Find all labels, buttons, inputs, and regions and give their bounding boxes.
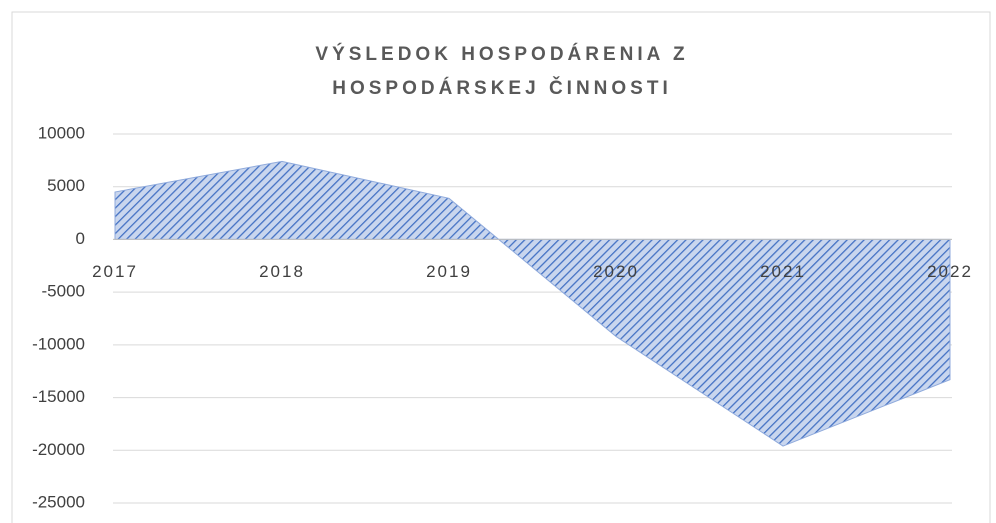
y-tick-label: -25000 (32, 492, 85, 511)
y-tick-label: -10000 (32, 334, 85, 353)
x-tick-label: 2020 (593, 262, 639, 281)
y-tick-label: -20000 (32, 440, 85, 459)
y-tick-label: -15000 (32, 387, 85, 406)
y-tick-label: 5000 (47, 176, 85, 195)
x-tick-label: 2018 (259, 262, 305, 281)
y-tick-label: 10000 (38, 123, 85, 142)
chart-title: VÝSLEDOK HOSPODÁRENIA Z HOSPODÁRSKEJ ČIN… (315, 44, 689, 99)
y-tick-label: 0 (76, 229, 85, 248)
y-tick-label: -5000 (42, 282, 85, 301)
x-tick-label: 2021 (760, 262, 806, 281)
x-tick-label: 2017 (92, 262, 138, 281)
x-tick-label: 2022 (927, 262, 973, 281)
area (114, 160, 951, 447)
x-tick-label: 2019 (426, 262, 472, 281)
